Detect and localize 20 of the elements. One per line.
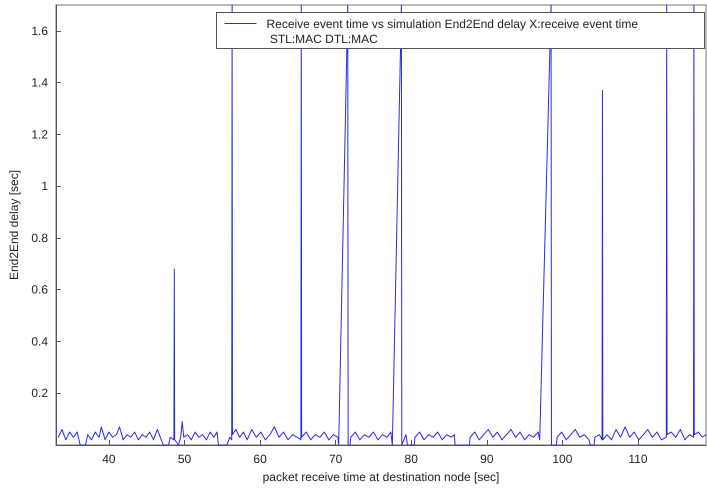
y-tick-label: 1.6 <box>31 24 48 38</box>
x-tick-label: 70 <box>328 452 343 466</box>
y-tick-label: 0.8 <box>31 230 48 245</box>
x-tick-label: 90 <box>480 452 494 466</box>
x-tick-label: 40 <box>102 452 116 466</box>
legend-label: Receive event time vs simulation End2End delay X:receive event time STL:MAC DTL:MAC <box>266 17 638 46</box>
y-tick-label: 1.4 <box>31 76 48 90</box>
x-axis-title: packet receive time at destination node [sec] <box>262 470 500 484</box>
y-tick-label: 0.6 <box>31 282 48 297</box>
y-tick-label: 1 <box>41 179 48 194</box>
y-axis-title: End2End delay [sec] <box>7 170 21 280</box>
x-tick-label: 110 <box>628 452 648 466</box>
x-tick-label: 50 <box>178 452 192 466</box>
line-series <box>58 4 706 446</box>
x-tick-label: 80 <box>404 452 418 466</box>
x-tick-label: 60 <box>253 452 268 466</box>
x-tick-label: 100 <box>552 452 573 466</box>
y-tick-label: 0.2 <box>31 386 48 400</box>
y-tick-label: 0.4 <box>31 334 48 348</box>
y-tick-label: 1.2 <box>31 127 48 142</box>
